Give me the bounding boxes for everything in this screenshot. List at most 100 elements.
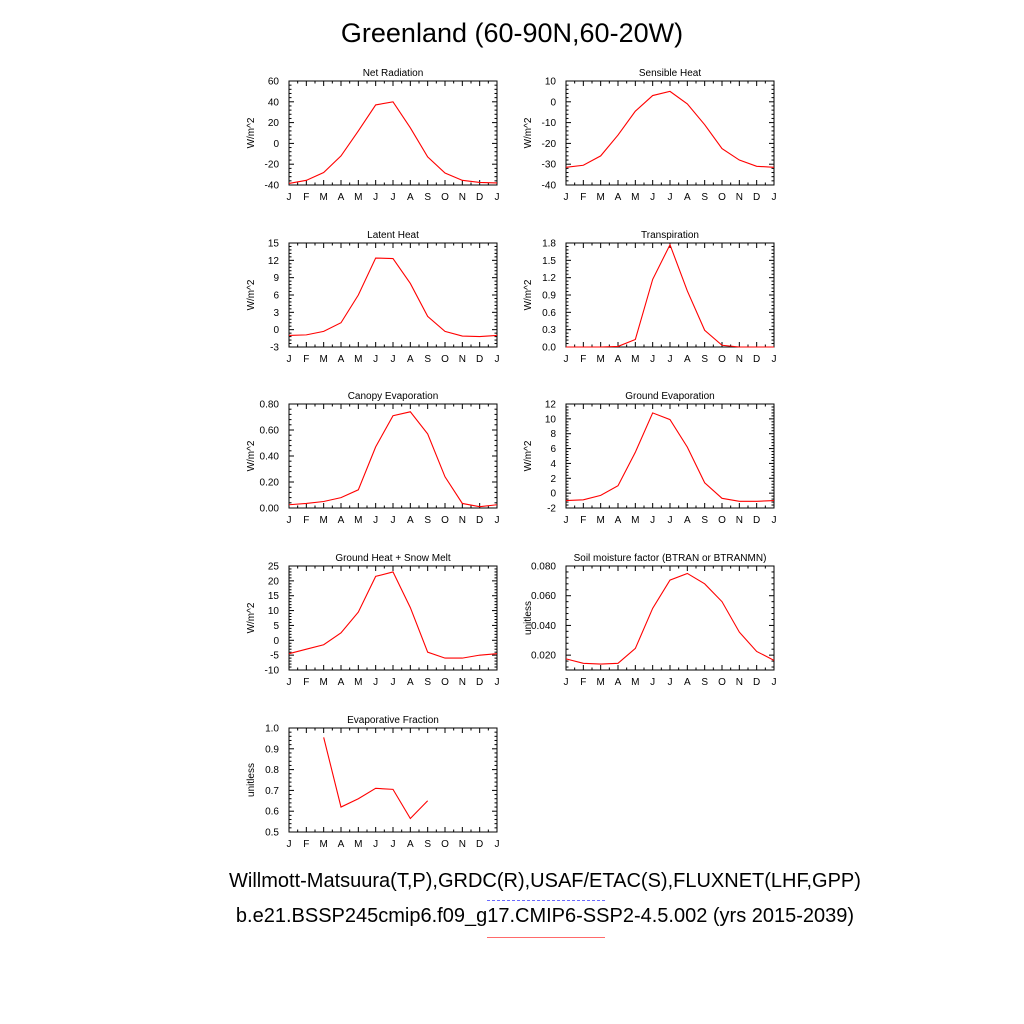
x-tick-label: J bbox=[373, 677, 378, 688]
y-axis-label: unitless bbox=[246, 763, 257, 797]
x-tick-label: O bbox=[441, 839, 449, 850]
x-tick-label: S bbox=[424, 515, 431, 526]
x-tick-label: O bbox=[718, 192, 726, 203]
x-tick-label: J bbox=[391, 677, 396, 688]
chart-title: Canopy Evaporation bbox=[348, 391, 439, 402]
y-tick-label: -5 bbox=[270, 651, 279, 662]
x-tick-label: F bbox=[303, 354, 309, 365]
y-tick-label: 12 bbox=[545, 400, 557, 411]
x-tick-label: M bbox=[631, 192, 639, 203]
x-tick-label: J bbox=[287, 192, 292, 203]
chart-ground-heat-snow-melt: Ground Heat + Snow Melt W/m^2 J F M A M J J A S O N D… bbox=[229, 548, 509, 694]
chart-title: Ground Heat + Snow Melt bbox=[335, 553, 451, 564]
x-tick-label: S bbox=[424, 839, 431, 850]
plot-frame bbox=[288, 727, 498, 833]
plot-frame bbox=[565, 565, 775, 671]
x-tick-label: M bbox=[631, 677, 639, 688]
y-tick-label: 0.6 bbox=[542, 308, 556, 319]
legend-model-line bbox=[487, 937, 605, 938]
y-axis-label: unitless bbox=[523, 601, 534, 635]
y-tick-label: 1.0 bbox=[265, 724, 279, 735]
x-tick-label: N bbox=[736, 192, 743, 203]
x-tick-label: F bbox=[580, 515, 586, 526]
y-tick-label: 0.00 bbox=[260, 504, 280, 515]
y-tick-label: 0.080 bbox=[531, 562, 556, 573]
y-tick-label: 60 bbox=[268, 77, 280, 88]
series-line-model bbox=[288, 257, 498, 338]
x-tick-label: D bbox=[476, 839, 483, 850]
x-tick-label: J bbox=[391, 192, 396, 203]
x-tick-label: M bbox=[319, 677, 327, 688]
y-tick-label: -20 bbox=[265, 160, 280, 171]
x-tick-label: O bbox=[441, 677, 449, 688]
x-tick-label: N bbox=[736, 354, 743, 365]
x-tick-label: A bbox=[407, 354, 414, 365]
x-tick-label: M bbox=[354, 354, 362, 365]
x-tick-label: M bbox=[596, 354, 604, 365]
x-tick-label: M bbox=[596, 192, 604, 203]
chart-title: Soil moisture factor (BTRAN or BTRANMN) bbox=[574, 553, 767, 564]
x-tick-label: M bbox=[354, 192, 362, 203]
y-tick-label: -2 bbox=[547, 504, 556, 515]
x-tick-label: A bbox=[338, 677, 345, 688]
x-tick-label: N bbox=[736, 677, 743, 688]
x-tick-label: J bbox=[650, 677, 655, 688]
x-tick-label: O bbox=[441, 192, 449, 203]
x-tick-label: J bbox=[495, 515, 500, 526]
series-line-model bbox=[288, 571, 498, 659]
plot-frame bbox=[288, 80, 498, 186]
chart-title: Ground Evaporation bbox=[625, 391, 715, 402]
x-tick-label: O bbox=[441, 354, 449, 365]
y-tick-label: 0.9 bbox=[265, 744, 279, 755]
x-tick-label: J bbox=[391, 839, 396, 850]
x-tick-label: F bbox=[303, 515, 309, 526]
y-tick-label: 20 bbox=[268, 576, 280, 587]
y-tick-label: 4 bbox=[550, 459, 556, 470]
x-tick-label: S bbox=[701, 515, 708, 526]
chart-net-radiation: Net Radiation W/m^2 J F M A M J J A S O N D J -40 -20 0 20… bbox=[229, 63, 509, 209]
x-tick-label: N bbox=[459, 677, 466, 688]
legend-observations-line bbox=[487, 900, 605, 901]
y-tick-label: -3 bbox=[270, 343, 279, 354]
x-tick-label: J bbox=[373, 192, 378, 203]
x-tick-label: J bbox=[495, 354, 500, 365]
y-tick-label: 25 bbox=[268, 562, 280, 573]
x-tick-label: A bbox=[615, 192, 622, 203]
y-tick-label: 6 bbox=[273, 291, 279, 302]
y-tick-label: 5 bbox=[273, 621, 279, 632]
x-tick-label: O bbox=[718, 354, 726, 365]
x-tick-label: J bbox=[495, 192, 500, 203]
x-tick-label: A bbox=[615, 677, 622, 688]
x-tick-label: F bbox=[580, 677, 586, 688]
x-tick-label: A bbox=[684, 515, 691, 526]
x-tick-label: F bbox=[303, 677, 309, 688]
x-tick-label: D bbox=[753, 677, 760, 688]
x-tick-label: J bbox=[772, 192, 777, 203]
x-tick-label: J bbox=[564, 192, 569, 203]
y-tick-label: -40 bbox=[265, 181, 280, 192]
y-tick-label: 2 bbox=[550, 474, 556, 485]
x-tick-label: M bbox=[354, 677, 362, 688]
y-tick-label: -10 bbox=[265, 666, 280, 677]
x-tick-label: J bbox=[287, 839, 292, 850]
x-tick-label: A bbox=[338, 192, 345, 203]
chart-latent-heat: Latent Heat W/m^2 J F M A M J J A S O N D J -3 0 3 6 9 12 15 bbox=[229, 225, 509, 371]
x-tick-label: J bbox=[373, 515, 378, 526]
x-tick-label: N bbox=[459, 839, 466, 850]
x-tick-label: S bbox=[424, 192, 431, 203]
legend-model-label: b.e21.BSSP245cmip6.f09_g17.CMIP6-SSP2-4.… bbox=[235, 905, 855, 927]
y-tick-label: 0.7 bbox=[265, 786, 279, 797]
x-tick-label: J bbox=[495, 677, 500, 688]
x-tick-label: A bbox=[615, 354, 622, 365]
x-tick-label: A bbox=[338, 354, 345, 365]
y-axis-label: W/m^2 bbox=[523, 440, 534, 471]
x-tick-label: J bbox=[650, 192, 655, 203]
y-tick-label: 10 bbox=[545, 77, 557, 88]
y-tick-label: 0.020 bbox=[531, 651, 556, 662]
y-tick-label: 20 bbox=[268, 118, 280, 129]
chart-evaporative-fraction: Evaporative Fraction unitless J F M A M J J A S O N D… bbox=[229, 710, 509, 856]
x-tick-label: O bbox=[718, 515, 726, 526]
y-tick-label: 1.2 bbox=[542, 273, 556, 284]
